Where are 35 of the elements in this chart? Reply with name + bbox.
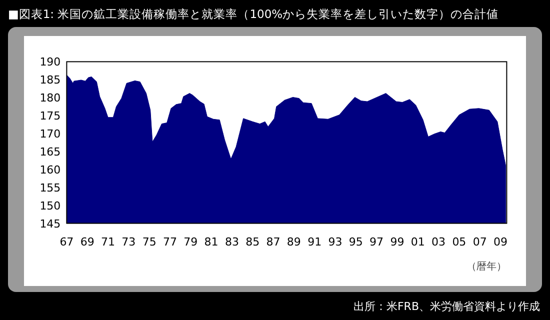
chart-title: ■図表1: 米国の鉱工業設備稼働率と就業率（100%から失業率を差し引いた数字）の合計値: [8, 7, 499, 21]
y-tick-label: 160: [40, 163, 61, 176]
y-tick-label: 170: [40, 128, 61, 141]
x-tick-label: 91: [308, 235, 322, 248]
y-tick-label: 185: [40, 74, 61, 87]
y-tick-label: 175: [40, 110, 61, 123]
x-tick-label: 95: [348, 235, 363, 248]
x-tick-label: 83: [224, 235, 239, 248]
x-tick-label: 01: [410, 235, 425, 248]
x-tick-label: 85: [246, 235, 260, 248]
x-tick-label: 97: [370, 235, 384, 248]
x-tick-label: 07: [472, 235, 487, 248]
x-tick-label: 81: [204, 235, 218, 248]
x-tick-label: 93: [328, 235, 342, 248]
x-tick-label: 99: [390, 235, 404, 248]
x-tick-label: 03: [432, 235, 446, 248]
y-tick-label: 190: [40, 56, 61, 69]
y-tick-label: 165: [40, 145, 61, 158]
x-tick-label: 87: [266, 235, 280, 248]
x-tick-label: 73: [122, 235, 136, 248]
x-tick-label: 79: [184, 235, 198, 248]
y-tick-label: 155: [40, 181, 61, 194]
y-tick-label: 150: [40, 199, 61, 212]
y-tick-label: 180: [40, 92, 61, 105]
x-tick-label: 77: [162, 235, 177, 248]
x-tick-label: 75: [142, 235, 156, 248]
x-tick-label: 67: [60, 235, 74, 248]
x-tick-label: 69: [80, 235, 94, 248]
x-tick-label: 09: [494, 235, 508, 248]
x-tick-label: 89: [286, 235, 301, 248]
text: 出所：米FRB、米労働省資料より作成: [353, 300, 540, 313]
x-tick-label: 05: [452, 235, 466, 248]
y-tick-label: 145: [40, 217, 61, 230]
x-tick-label: 71: [101, 235, 116, 248]
x-axis-title: （暦年）: [466, 260, 507, 272]
